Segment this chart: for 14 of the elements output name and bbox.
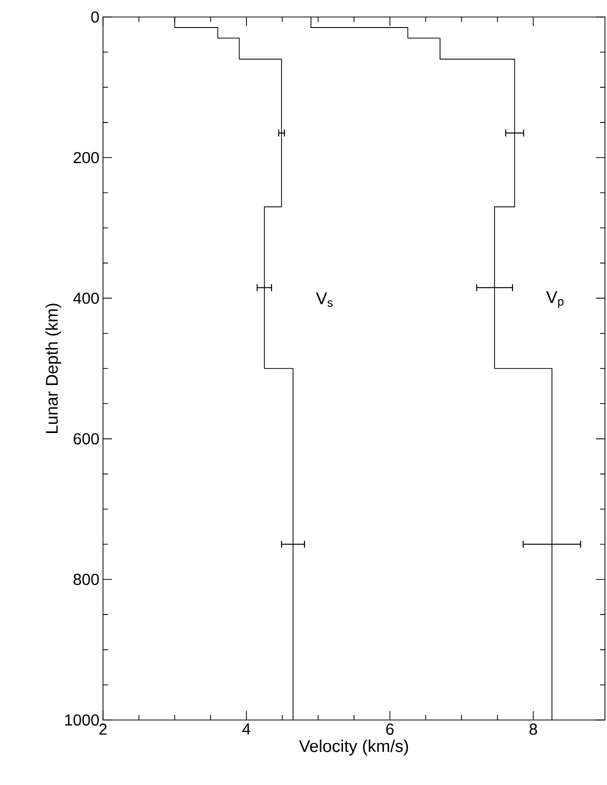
y-tick-label: 0 xyxy=(91,11,99,23)
y-tick-label: 400 xyxy=(73,292,99,304)
x-tick-label: 6 xyxy=(386,724,394,735)
y-axis-title: Lunar Depth (km) xyxy=(45,304,62,434)
x-tick-label: 4 xyxy=(242,724,250,734)
annotation: V$_{p}$ xyxy=(546,291,564,308)
x-axis-title: Velocity (km/s) xyxy=(299,740,408,756)
x-tick-label: 2 xyxy=(99,724,107,735)
annotation: V$_{s}$ xyxy=(316,292,333,307)
y-tick-label: 600 xyxy=(74,433,99,444)
y-tick-label: 800 xyxy=(74,574,99,586)
y-tick-label: 1000 xyxy=(65,714,99,726)
x-tick-label: 8 xyxy=(530,724,538,735)
y-tick-label: 200 xyxy=(74,152,99,164)
